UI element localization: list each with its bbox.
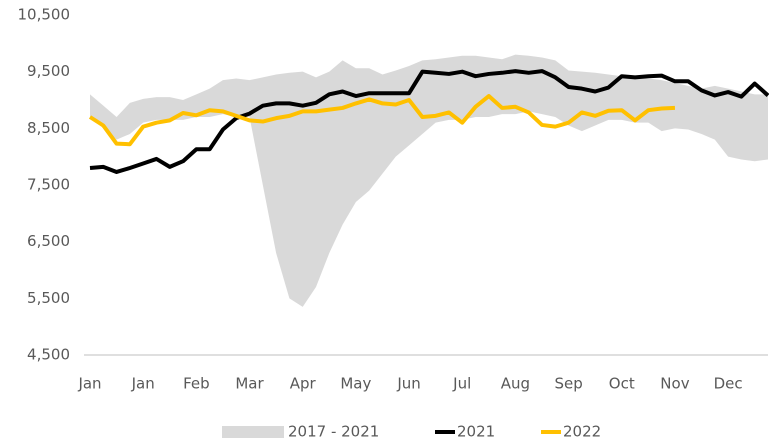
y-tick-label: 8,500	[27, 119, 70, 137]
x-tick-label: Jan	[131, 375, 155, 393]
x-tick-label: Oct	[609, 375, 635, 393]
x-tick-label: Nov	[660, 375, 689, 393]
x-tick-label: Jan	[77, 375, 101, 393]
x-tick-label: Feb	[183, 375, 210, 393]
y-tick-label: 7,500	[27, 176, 70, 194]
x-tick-label: Apr	[290, 375, 317, 393]
legend-swatch	[222, 426, 284, 438]
legend-label: 2022	[563, 423, 601, 441]
series-line	[88, 94, 676, 147]
series-line	[89, 69, 769, 174]
x-tick-label: Jul	[452, 375, 471, 393]
x-tick-label: Aug	[501, 375, 530, 393]
y-tick-label: 10,500	[18, 6, 71, 24]
x-tick-label: May	[340, 375, 371, 393]
x-tick-label: Sep	[554, 375, 582, 393]
x-tick-label: Mar	[235, 375, 264, 393]
y-tick-label: 5,500	[27, 289, 70, 307]
range-area	[90, 54, 768, 307]
legend-label: 2021	[457, 423, 495, 441]
y-tick-label: 9,500	[27, 62, 70, 80]
y-tick-label: 6,500	[27, 232, 70, 250]
y-tick-label: 4,500	[27, 346, 70, 364]
x-tick-label: Dec	[714, 375, 743, 393]
legend-label: 2017 - 2021	[288, 423, 379, 441]
x-tick-label: Jun	[396, 375, 420, 393]
